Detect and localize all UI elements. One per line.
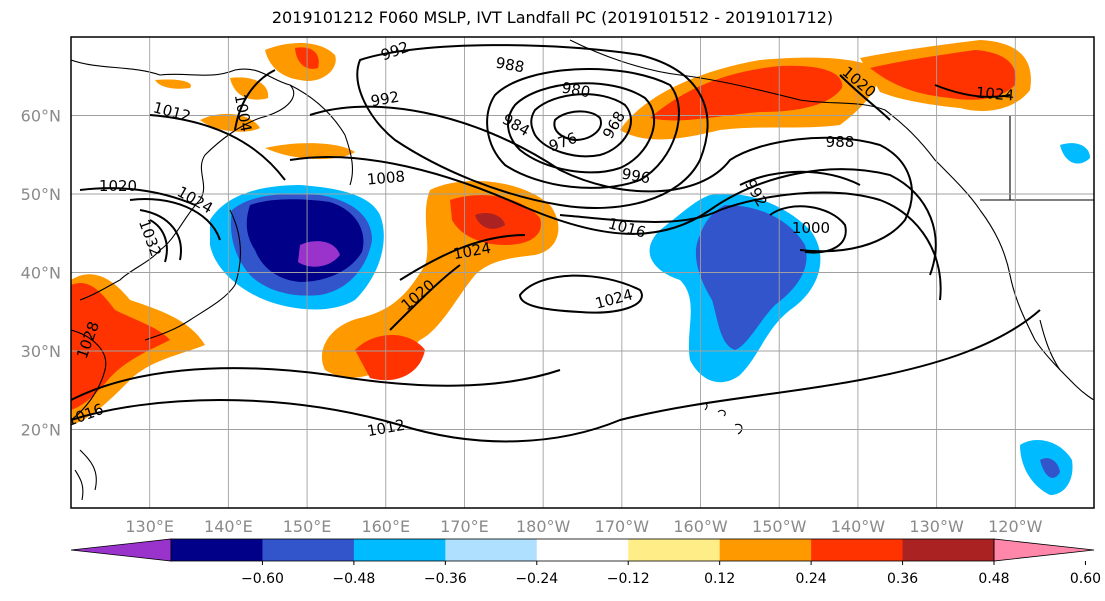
- shade-central-max: [475, 213, 505, 229]
- lat-tick-label: 50°N: [21, 185, 61, 204]
- coast-baja: [1039, 319, 1061, 371]
- shade-subtropic-negative-core: [1040, 458, 1060, 478]
- isobar-label: 980: [560, 79, 591, 102]
- lat-tick-label: 40°N: [21, 264, 61, 283]
- lon-tick-label: 140°E: [204, 517, 253, 536]
- isobar-label: 1020: [99, 177, 137, 195]
- lon-tick-label: 150°E: [283, 517, 332, 536]
- isobar-1028: [139, 209, 182, 261]
- colorbar-tick-label: −0.60: [241, 571, 284, 587]
- isobar-1000: [769, 205, 847, 254]
- isobar-988: [486, 67, 680, 189]
- lon-tick-label: 130°W: [909, 517, 964, 536]
- isobar-label: 1008: [366, 167, 406, 188]
- colorbar-segment: [902, 539, 995, 561]
- colorbar-segment: [353, 539, 446, 561]
- colorbar-tick-label: −0.36: [424, 571, 467, 587]
- shade-north-positive-b: [265, 143, 355, 160]
- colorbar-segment: [628, 539, 721, 561]
- colorbar-segment: [445, 539, 538, 561]
- lat-tick-label: 60°N: [21, 107, 61, 126]
- isobar-label: 1024: [975, 83, 1015, 104]
- lon-tick-label: 170°W: [595, 517, 650, 536]
- colorbar-tick-label: 0.60: [1070, 571, 1101, 587]
- lat-tick-label: 30°N: [21, 342, 61, 361]
- shade-alaska-ne-core: [870, 50, 1016, 100]
- coast-philippines: [74, 449, 97, 501]
- shade-japan-core: [71, 282, 170, 410]
- isobar-976: [553, 110, 602, 142]
- colorbar-segment: [171, 539, 263, 561]
- lon-tick-label: 170°E: [440, 517, 489, 536]
- isobar-992: [356, 44, 709, 209]
- map-frame: [70, 36, 1095, 509]
- lon-tick-label: 150°W: [752, 517, 807, 536]
- coast-asia: [71, 59, 295, 301]
- ivt-shading: [71, 40, 1090, 495]
- colorbar-segment: [811, 539, 904, 561]
- shade-nwpac-negative-max: [298, 241, 340, 267]
- colorbar-frame: [170, 538, 995, 562]
- shade-north-positive-a: [230, 77, 269, 100]
- longitude-tick-labels: 130°E 140°E 150°E 160°E 170°E 180°W 170°W 160°W…: [125, 517, 1042, 536]
- colorbar-tick-label: −0.24: [515, 571, 558, 587]
- lon-tick-label: 130°E: [125, 517, 174, 536]
- colorbar-segment: [536, 539, 629, 561]
- shade-north-positive-c: [155, 79, 191, 89]
- shade-alaska-core: [650, 65, 843, 121]
- map-gridlines: [71, 37, 1094, 508]
- coast-north-america: [979, 209, 1094, 401]
- isobar-1020: [79, 74, 891, 331]
- isobar-label: 1000: [792, 219, 830, 237]
- colorbar-tick-label: −0.12: [607, 571, 650, 587]
- colorbar-segment: [262, 539, 355, 561]
- coast-alaska: [569, 39, 981, 211]
- colorbar-tick-label: −0.48: [332, 571, 375, 587]
- coast-canada-border: [980, 115, 1094, 201]
- isobar-label: 996: [620, 165, 651, 188]
- isobar-996: [309, 105, 913, 253]
- colorbar-tick-label: 0.36: [887, 571, 918, 587]
- lon-tick-label: 160°E: [361, 517, 410, 536]
- colorbar-tick-labels: −0.60 −0.48 −0.36 −0.24 −0.12 0.12 0.24 0.36 0.4…: [241, 561, 1101, 587]
- shade-east-negative: [1060, 143, 1090, 164]
- coast-japan: [144, 209, 241, 341]
- isobar-980: [530, 93, 632, 158]
- shade-nwpac-negative-strong: [246, 199, 364, 282]
- colorbar-tick-label: 0.48: [978, 571, 1009, 587]
- isobar-1016: [71, 191, 942, 401]
- lon-tick-label: 120°W: [988, 517, 1043, 536]
- isobar-1024: [129, 84, 1011, 314]
- latitude-tick-labels: 20°N 30°N 40°N 50°N 60°N: [21, 107, 61, 440]
- coast-china: [71, 329, 107, 421]
- isobar-label: 988: [826, 133, 855, 151]
- isobar-label: 988: [494, 54, 525, 77]
- colorbar-extend-min: [70, 538, 172, 562]
- isobar-1032: [149, 219, 168, 263]
- colorbar-extend-max: [993, 538, 1095, 562]
- colorbar-tick-label: 0.12: [704, 571, 735, 587]
- isobar-1012: [71, 114, 1041, 443]
- shade-central-core-south: [355, 335, 425, 381]
- colorbar-tick-label: 0.24: [796, 571, 827, 587]
- shade-north-positive-d: [200, 113, 260, 132]
- mslp-isobars: [71, 44, 1041, 443]
- colorbar: [70, 538, 1095, 562]
- lat-tick-label: 20°N: [21, 421, 61, 440]
- isobar-984: [507, 82, 655, 174]
- colorbar-segment: [719, 539, 812, 561]
- lon-tick-label: 140°W: [831, 517, 886, 536]
- lon-tick-label: 160°W: [673, 517, 728, 536]
- isobar-1004: [234, 69, 861, 186]
- coastlines: [71, 39, 1094, 501]
- isobar-label: 992: [369, 88, 400, 111]
- lon-tick-label: 180°W: [516, 517, 571, 536]
- coast-kamchatka: [289, 84, 354, 186]
- map-title: 2019101212 F060 MSLP, IVT Landfall PC (2…: [271, 8, 834, 27]
